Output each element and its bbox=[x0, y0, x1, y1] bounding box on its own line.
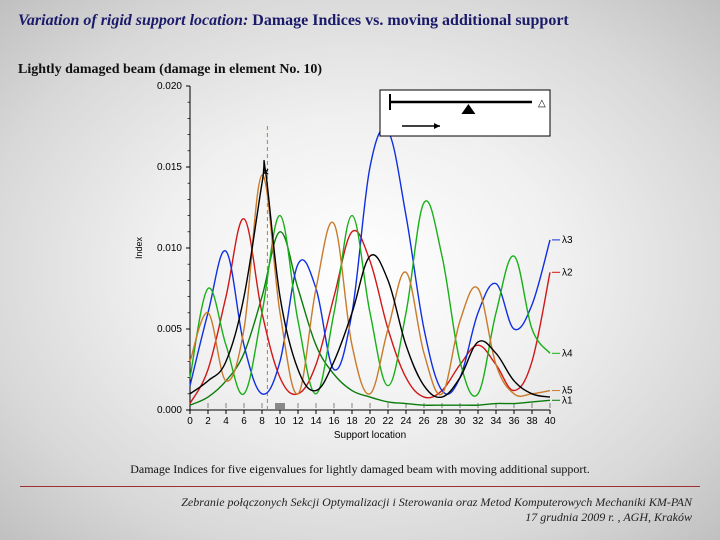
svg-text:0.015: 0.015 bbox=[157, 162, 182, 173]
svg-text:16: 16 bbox=[328, 416, 340, 427]
svg-text:0.000: 0.000 bbox=[157, 405, 182, 416]
svg-text:36: 36 bbox=[508, 416, 520, 427]
chart-caption: Damage Indices for five eigenvalues for … bbox=[0, 462, 720, 477]
footer-line-1: Zebranie połączonych Sekcji Optymalizacj… bbox=[181, 495, 692, 510]
svg-text:6: 6 bbox=[241, 416, 247, 427]
svg-text:△: △ bbox=[538, 98, 546, 109]
svg-text:14: 14 bbox=[310, 416, 322, 427]
title-part-2: Damage Indices vs. moving additional sup… bbox=[248, 12, 569, 29]
svg-text:18: 18 bbox=[346, 416, 358, 427]
svg-text:28: 28 bbox=[436, 416, 448, 427]
svg-text:0: 0 bbox=[187, 416, 193, 427]
svg-text:λ3: λ3 bbox=[562, 235, 573, 246]
svg-text:26: 26 bbox=[418, 416, 430, 427]
svg-text:34: 34 bbox=[490, 416, 502, 427]
footer-divider bbox=[20, 486, 700, 487]
damage-indices-chart: 02468101214161820222426283032343638400.0… bbox=[120, 70, 600, 460]
svg-text:24: 24 bbox=[400, 416, 412, 427]
svg-text:λ4: λ4 bbox=[562, 348, 573, 359]
series-black-curve bbox=[190, 161, 550, 398]
svg-text:4: 4 bbox=[223, 416, 229, 427]
svg-text:Support location: Support location bbox=[334, 430, 406, 441]
svg-text:8: 8 bbox=[259, 416, 265, 427]
svg-text:40: 40 bbox=[544, 416, 556, 427]
footer-text: Zebranie połączonych Sekcji Optymalizacj… bbox=[181, 495, 692, 525]
svg-text:20: 20 bbox=[364, 416, 376, 427]
footer-line-2: 17 grudnia 2009 r. , AGH, Kraków bbox=[181, 510, 692, 525]
svg-text:38: 38 bbox=[526, 416, 538, 427]
chart-svg: 02468101214161820222426283032343638400.0… bbox=[120, 70, 600, 460]
series-λ5 bbox=[190, 175, 550, 396]
svg-text:0.020: 0.020 bbox=[157, 81, 182, 92]
svg-text:λ1: λ1 bbox=[562, 395, 573, 406]
svg-text:32: 32 bbox=[472, 416, 484, 427]
series-λ1 bbox=[190, 232, 550, 406]
svg-text:22: 22 bbox=[382, 416, 394, 427]
svg-text:30: 30 bbox=[454, 416, 466, 427]
svg-text:0.005: 0.005 bbox=[157, 324, 182, 335]
title-part-1: Variation of rigid support location: bbox=[18, 12, 248, 29]
svg-text:Index: Index bbox=[134, 236, 144, 259]
svg-text:λ2: λ2 bbox=[562, 267, 573, 278]
page-title: Variation of rigid support location: Dam… bbox=[18, 12, 569, 30]
svg-text:0.010: 0.010 bbox=[157, 243, 182, 254]
svg-text:12: 12 bbox=[292, 416, 304, 427]
svg-text:10: 10 bbox=[274, 416, 286, 427]
svg-text:2: 2 bbox=[205, 416, 211, 427]
